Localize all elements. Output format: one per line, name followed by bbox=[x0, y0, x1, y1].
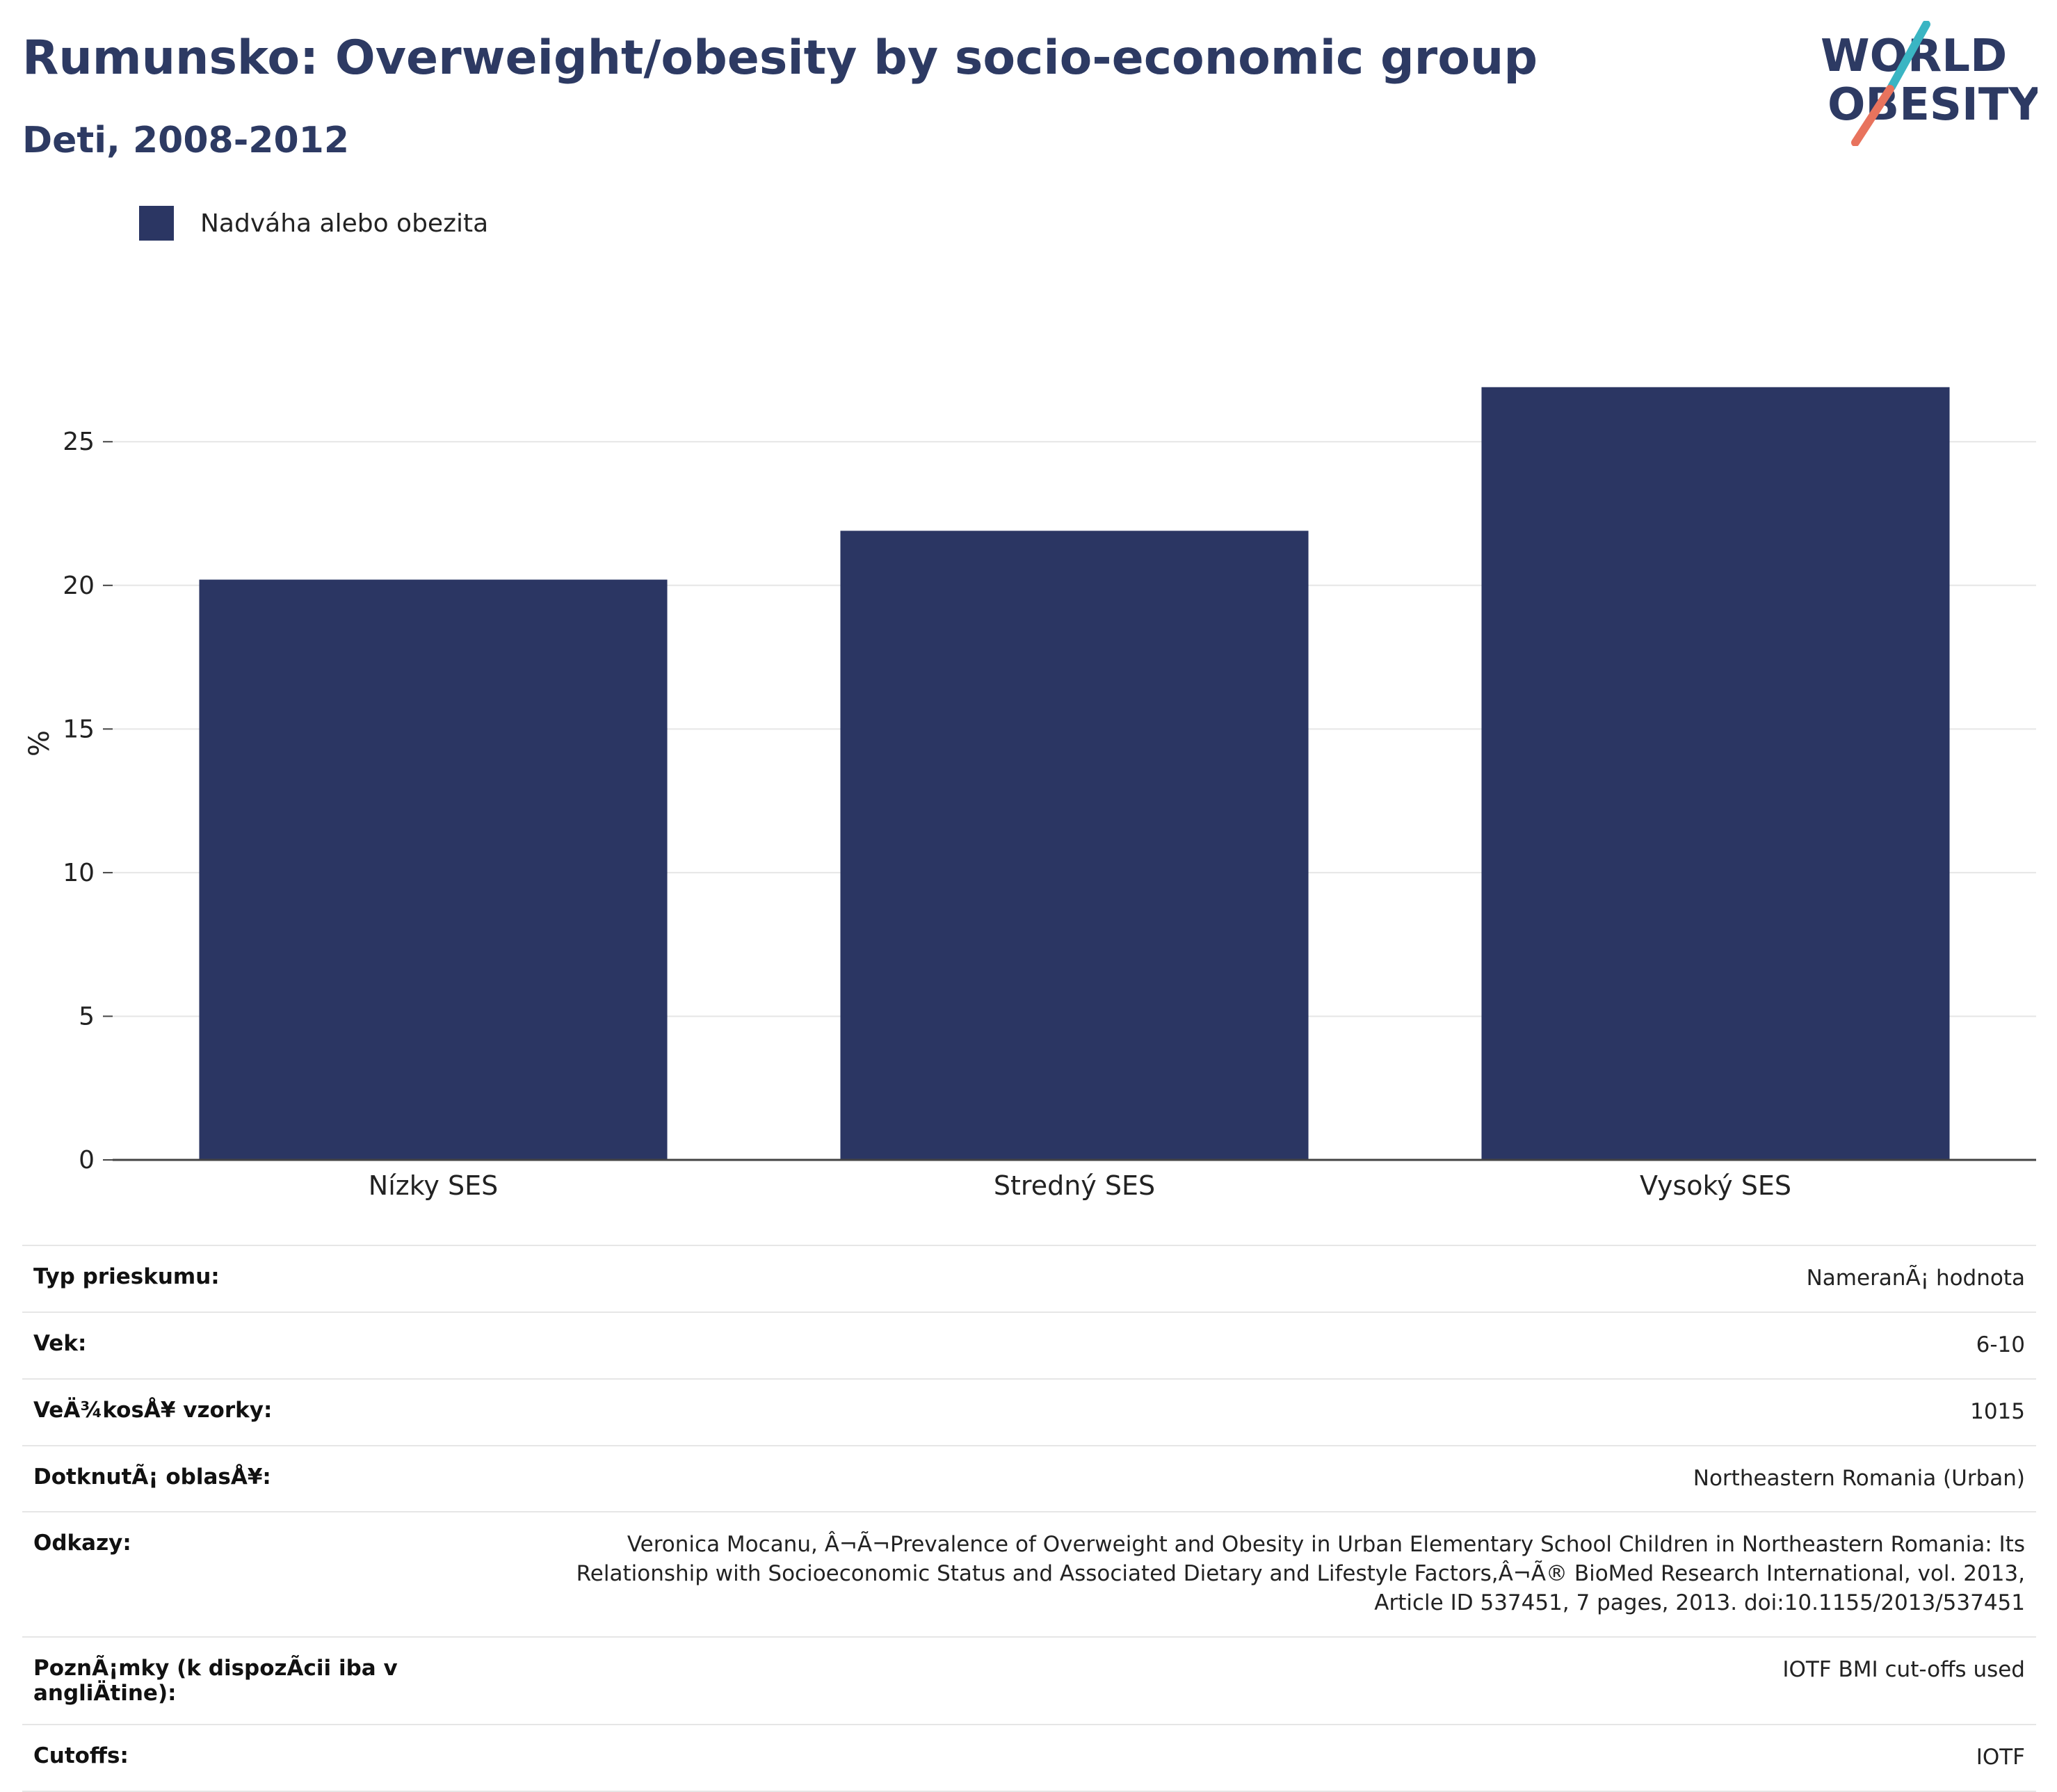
world-obesity-logo: WORLD OBESITY bbox=[1821, 21, 2038, 146]
legend-label: Nadváha alebo obezita bbox=[200, 209, 489, 238]
info-key: Vek: bbox=[22, 1311, 490, 1379]
info-row: PoznÃ¡mky (k dispozÃcii iba v angliÄtine… bbox=[22, 1636, 2036, 1725]
info-value: 1015 bbox=[490, 1378, 2036, 1446]
info-key: VeÄ¾kosÅ¥ vzorky: bbox=[22, 1378, 490, 1446]
info-key: Cutoffs: bbox=[22, 1723, 490, 1792]
info-key: Typ prieskumu: bbox=[22, 1245, 490, 1312]
info-key: DotknutÃ¡ oblasÅ¥: bbox=[22, 1444, 490, 1512]
info-row: Vek: 6-10 bbox=[22, 1311, 2036, 1379]
bar bbox=[840, 531, 1309, 1160]
chart-subtitle: Deti, 2008-2012 bbox=[22, 120, 350, 161]
bar-chart: 0 5 10 15 20 25 Nízky SES Stredný SES Vysoký SES… bbox=[24, 387, 2036, 1201]
info-value: Northeastern Romania (Urban) bbox=[490, 1444, 2036, 1512]
info-row: Cutoffs: IOTF bbox=[22, 1723, 2036, 1792]
info-key: Odkazy: bbox=[22, 1511, 490, 1637]
x-tick-label: Nízky SES bbox=[369, 1170, 498, 1201]
info-value: 6-10 bbox=[490, 1311, 2036, 1379]
info-key: PoznÃ¡mky (k dispozÃcii iba v angliÄtine… bbox=[22, 1636, 490, 1725]
logo-teal-stroke bbox=[1887, 21, 1930, 91]
logo-line2: OBESITY bbox=[1828, 79, 2038, 131]
y-axis-label: % bbox=[24, 730, 56, 757]
y-tick-label: 20 bbox=[63, 572, 95, 600]
chart-title: Rumunsko: Overweight/obesity by socio-ec… bbox=[22, 31, 1538, 86]
x-tick-label: Stredný SES bbox=[994, 1170, 1155, 1201]
y-tick-label: 10 bbox=[63, 859, 95, 887]
y-tick-label: 0 bbox=[79, 1146, 95, 1175]
info-value: IOTF BMI cut-offs used bbox=[490, 1636, 2036, 1725]
y-tick-label: 5 bbox=[79, 1002, 95, 1031]
info-row: DotknutÃ¡ oblasÅ¥: Northeastern Romania (… bbox=[22, 1444, 2036, 1512]
info-row: Typ prieskumu: NameranÃ¡ hodnota bbox=[22, 1245, 2036, 1312]
info-table: Typ prieskumu: NameranÃ¡ hodnota Vek: 6-10 V… bbox=[22, 1245, 2036, 1792]
bar bbox=[1481, 387, 1950, 1160]
legend-swatch bbox=[139, 206, 174, 241]
bar bbox=[199, 579, 668, 1160]
legend: Nadváha alebo obezita bbox=[139, 206, 488, 241]
y-tick-label: 15 bbox=[63, 715, 95, 743]
info-value: Veronica Mocanu, Â¬Ã¬Prevalence of Overw… bbox=[490, 1511, 2036, 1637]
logo-coral-stroke bbox=[1851, 85, 1894, 146]
info-row: Odkazy: Veronica Mocanu, Â¬Ã¬Prevalence o… bbox=[22, 1511, 2036, 1637]
info-row: VeÄ¾kosÅ¥ vzorky: 1015 bbox=[22, 1378, 2036, 1446]
x-tick-label: Vysoký SES bbox=[1640, 1170, 1791, 1201]
info-value: NameranÃ¡ hodnota bbox=[490, 1245, 2036, 1312]
y-tick-label: 25 bbox=[63, 428, 95, 456]
info-value: IOTF bbox=[490, 1723, 2036, 1792]
